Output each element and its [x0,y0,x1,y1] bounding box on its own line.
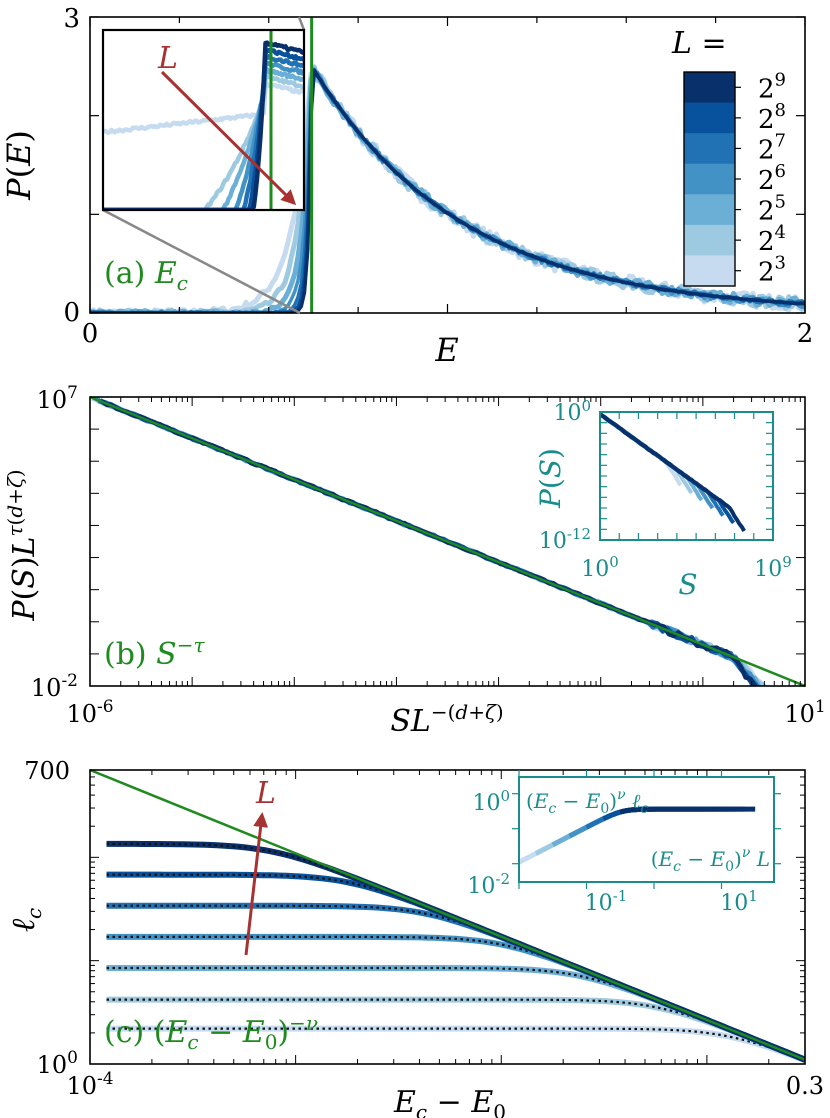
legend-box-9 [684,72,735,104]
panel-c-fit-line [89,768,806,1061]
panel-c-xtick-max: 0.3 [786,1072,824,1100]
panel-c-ytick-min: 100 [37,1048,78,1079]
panel-c-ylabel: ℓc [4,908,46,933]
panel-c-arrow-label: L [255,776,276,811]
panel-b-fit-line [89,395,806,688]
legend-box-5 [684,194,735,226]
panel-b-ticks [89,396,806,687]
legend-box-8 [684,102,735,134]
c-inset-xtick-2: 101 [720,887,758,916]
panel-c-inset-ticks [512,770,781,889]
panel-a-annotation: (a) Ec [104,256,188,295]
zoom-line-top [297,16,306,31]
panel-b-xtick-max: 101 [784,697,825,728]
panel-b-frame [89,396,806,687]
panel-c-ytick-max: 700 [24,757,70,785]
panel-b-ylabel: P(S)Lτ(d+ζ) [3,469,42,621]
panel-c-inset: 100 10-2 10-1 101 (Ec − E0)ν ℓc (Ec − E0… [467,770,781,916]
panel-b-inset: 100 10-12 100 109 S P(S) [534,397,792,601]
legend-label-4: 24 [758,222,786,257]
b-inset-xtick-max: 109 [754,553,792,582]
panel-a-xtick-2: 2 [797,319,814,349]
panel-a: 0 2 0 3 E P(E) (a) Ec L L = 292827262524… [0,4,813,369]
panel-c-annotation: (c) (Ec − E0)−ν [104,1011,318,1054]
panel-a-inset-frame [101,28,306,212]
panel-c-inset-curve-2^9 [619,806,756,815]
b-inset-xtick-min: 100 [581,553,619,582]
panel-c-xtick-min: 10-4 [66,1069,113,1100]
panel-c-arrow-L [244,812,269,956]
panel-b-inset-ticks [599,411,774,541]
panel-a-ytick-0: 0 [63,298,80,328]
panel-c-inset-frame [518,776,775,883]
panel-a-ticks [89,16,806,314]
c-inset-ytick-min: 10-2 [467,870,510,899]
b-inset-ytick-min: 10-12 [539,525,591,554]
b-inset-ytick-max: 100 [553,397,591,426]
panel-b-xtick-min: 10-6 [66,697,113,728]
panel-c-ticks [89,769,806,1065]
legend-box-6 [684,163,735,195]
panel-c: 10-4 0.3 100 700 Ec − E0 ℓc (c) (Ec − E0… [4,757,824,1118]
c-inset-xtick-1: 10-1 [585,887,628,916]
b-inset-ylabel: P(S) [534,448,567,509]
inset-arrow-L [160,70,297,206]
c-inset-ytick-max: 100 [472,787,510,816]
c-inset-xlabel: (Ec − E0)ν L [651,845,770,875]
inset-arrow-label: L [157,41,178,76]
legend-title: L = [671,26,727,61]
zoom-line-bottom [102,208,301,315]
c-inset-ylabel: (Ec − E0)ν ℓc [526,787,648,817]
b-inset-xlabel: S [678,568,697,601]
legend-label-9: 29 [758,69,786,104]
panel-a-xtick-0: 0 [82,319,99,349]
legend-box-7 [684,133,735,165]
panel-c-xlabel: Ec − E0 [393,1085,506,1118]
legend-label-6: 26 [758,161,786,196]
panel-a-ylabel: P(E) [0,130,38,201]
panel-b-inset-curve-2^9 [600,412,746,533]
panel-b-annotation: (b) S−τ [104,633,205,672]
legend-label-3: 23 [758,253,786,288]
panel-c-frame [89,769,806,1065]
legend-boxes [684,72,735,287]
legend-box-4 [684,224,735,256]
panel-b: 10-6 101 10-2 107 SL−(d+ζ) P(S)Lτ(d+ζ) (… [3,383,826,739]
panel-a-xlabel: E [434,331,458,369]
panel-c-inset-bg [519,777,774,882]
panel-b-ytick-max: 107 [37,383,78,414]
panel-a-ytick-3: 3 [63,4,80,34]
panel-a-inset: L [101,28,306,212]
panel-b-ytick-min: 10-2 [31,671,78,702]
panel-b-xlabel: SL−(d+ζ) [390,700,503,739]
panel-b-inset-series [600,412,746,533]
panel-c-inset-series [519,806,756,865]
legend-label-5: 25 [758,192,786,227]
panel-a-curve-2^9 [90,68,805,313]
legend-label-8: 28 [758,100,786,135]
legend-label-7: 27 [758,130,786,165]
panel-c-dotted-fit-2^3 [106,1027,805,1062]
legend-box-3 [684,255,735,287]
